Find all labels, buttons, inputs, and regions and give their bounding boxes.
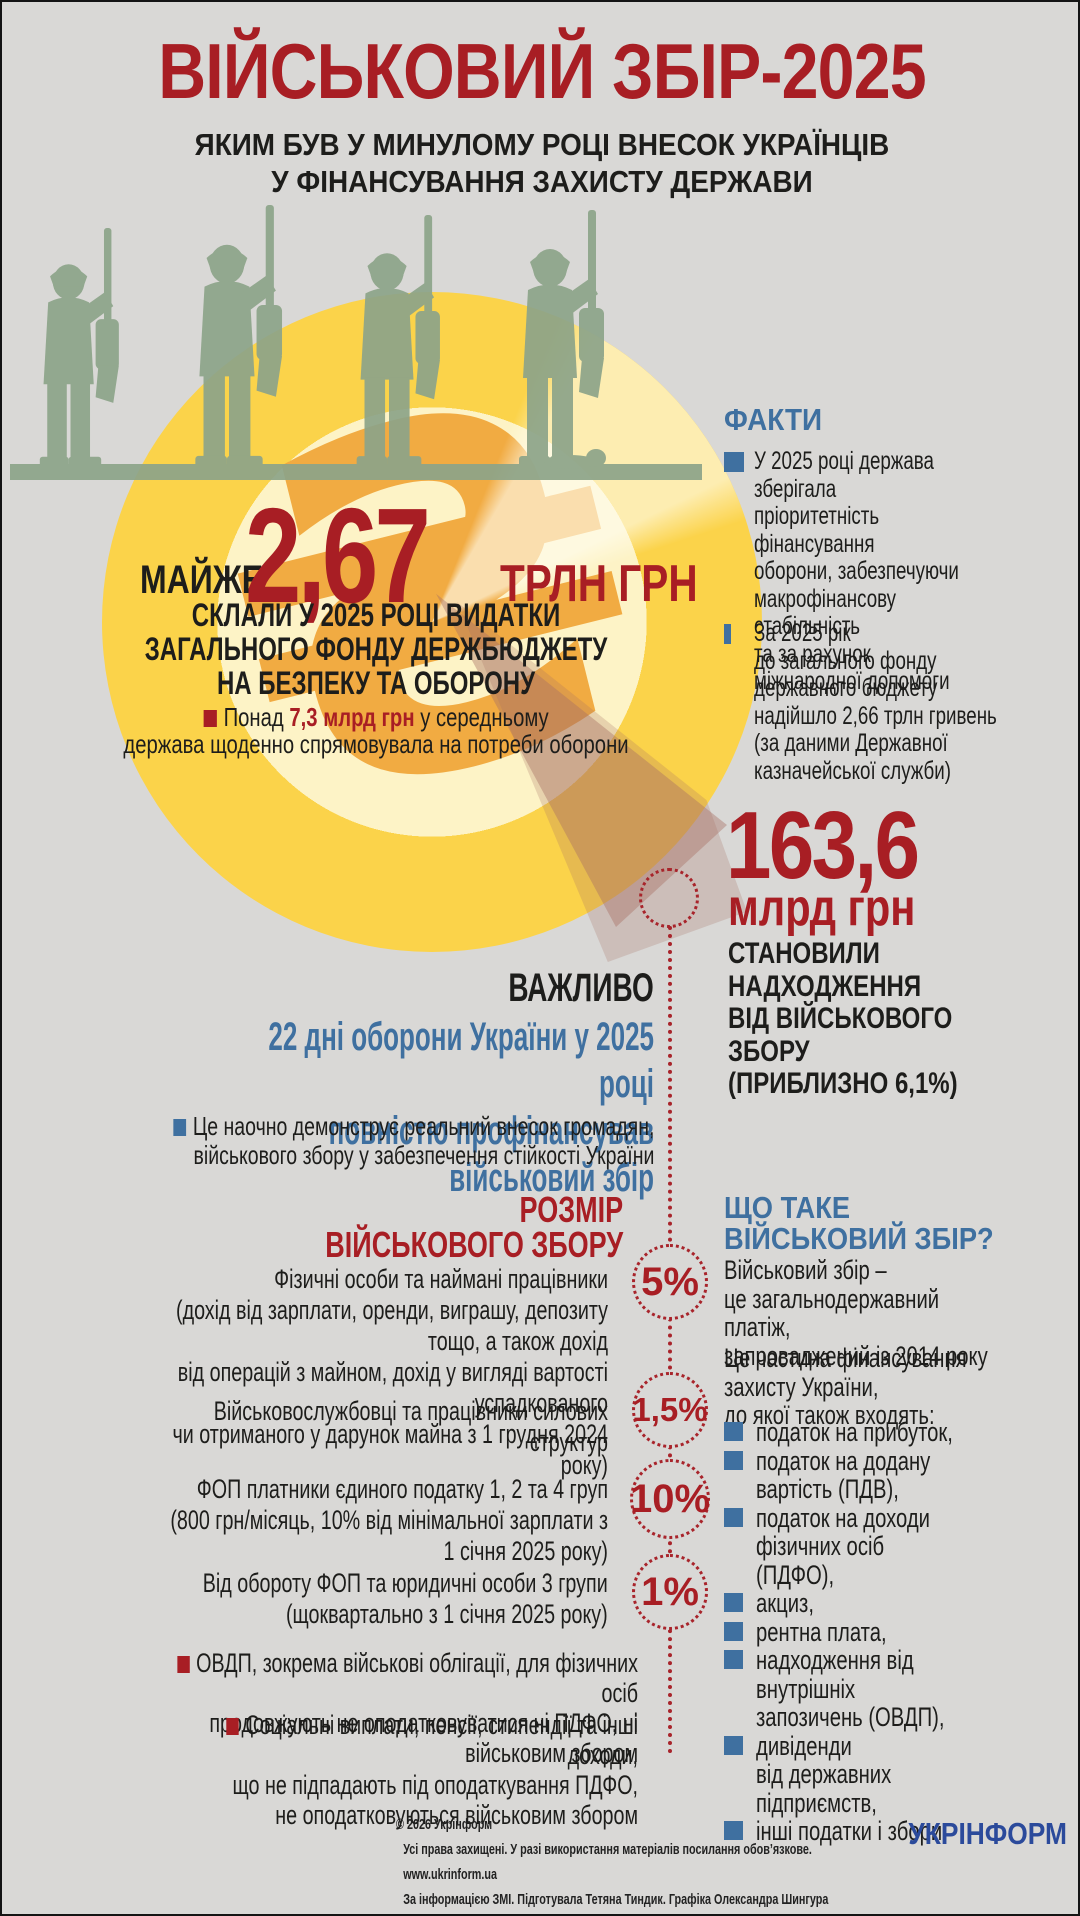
blue-square-bullet-icon (172, 1119, 186, 1136)
rate-circle: 1,5% (632, 1372, 708, 1448)
page-title: ВІЙСЬКОВИЙ ЗБІР-2025 (158, 27, 926, 115)
revenue-amount: 163,6 (726, 792, 920, 899)
important-label: ВАЖЛИВО (508, 966, 654, 1010)
exemption-note: ОВДП, зокрема військові облігації, для ф… (174, 1648, 638, 1768)
whatis-heading: ЩО ТАКЕ ВІЙСЬКОВИЙ ЗБІР? (724, 1190, 994, 1256)
hero-caption-line: ЗАГАЛЬНОГО ФОНДУ ДЕРЖБЮДЖЕТУ (144, 631, 608, 667)
footer: © 2026 Укрінформ Усі права захищені. У р… (396, 1812, 887, 1912)
tax-component: дивіденди від державних підприємств, (724, 1731, 1069, 1818)
blue-square-bullet-icon (724, 1593, 743, 1612)
red-square-bullet-icon (177, 1656, 190, 1673)
whatis-paragraph: Це частина фінансування захисту України,… (724, 1343, 967, 1430)
connector-line (668, 926, 672, 1754)
blue-square-bullet-icon (724, 1422, 743, 1441)
tax-component: податок на прибуток, (724, 1418, 1069, 1447)
daily-spend-value: 7,3 млрд грн (289, 702, 415, 732)
daily-spend-line2: держава щоденно спрямовувала на потреби … (123, 729, 629, 759)
fact-item: За 2025 рік до загального фонду державно… (724, 619, 1078, 785)
revenue-unit: млрд грн (728, 879, 916, 937)
tax-component: надходження від внутрішніх запозичень (О… (724, 1646, 1069, 1732)
connector-circle (639, 868, 699, 928)
subtitle-line: У ФІНАНСУВАННЯ ЗАХИСТУ ДЕРЖАВИ (271, 164, 813, 199)
rate-row: Військовослужбовці та працівники силових… (213, 1396, 608, 1457)
rate-circle: 1% (632, 1554, 708, 1630)
whatis-paragraph: Військовий збір – це загальнодержавний п… (724, 1255, 988, 1371)
footer-rights: Усі права захищені. У разі використання … (403, 1841, 812, 1883)
blue-square-bullet-icon (724, 452, 744, 472)
rate-row: Фізичні особи та наймані працівники (дох… (172, 1264, 608, 1480)
blue-square-bullet-icon (724, 1507, 743, 1527)
rates-heading: РОЗМІР ВІЙСЬКОВОГО ЗБОРУ (325, 1189, 623, 1265)
soldiers-graphic (10, 205, 702, 480)
daily-spend-note: Понад 7,3 млрд грн у середньому держава … (84, 704, 667, 758)
rate-circle: 5% (632, 1244, 708, 1320)
ukrinform-logo: УКРІНФОРМ (908, 1816, 1067, 1851)
blue-square-bullet-icon (724, 1450, 743, 1470)
blue-square-bullet-icon (724, 1821, 743, 1840)
blue-square-bullet-icon (724, 1621, 743, 1641)
tax-component: податок на додану вартість (ПДВ), (724, 1446, 1069, 1504)
rate-row: ФОП платники єдиного податку 1, 2 та 4 г… (170, 1474, 609, 1566)
important-highlight: 22 дні оборони України у 2025 році повні… (268, 1015, 654, 1200)
page-subtitle: ЯКИМ БУВ У МИНУЛОМУ РОЦІ ВНЕСОК УКРАЇНЦІ… (56, 126, 1028, 200)
platform-band (10, 464, 702, 480)
hero-caption: СКЛАЛИ У 2025 РОЦІ ВИДАТКИ ЗАГАЛЬНОГО ФО… (96, 598, 657, 700)
rate-circle: 10% (630, 1459, 710, 1539)
footer-copyright: © 2026 Укрінформ (396, 1816, 493, 1833)
tax-component: податок на доходи фізичних осіб (ПДФО), (724, 1503, 1069, 1590)
blue-square-bullet-icon (724, 1650, 743, 1669)
footer-credits: За інформацією ЗМІ. Підготувала Тетяна Т… (403, 1891, 829, 1908)
blue-bar-bullet-icon (724, 624, 731, 644)
important-note: Це наочно демонструє реальний внесок гро… (172, 1112, 654, 1170)
hero-unit: ТРЛН ГРН (500, 555, 698, 613)
red-square-bullet-icon (203, 710, 217, 727)
subtitle-line: ЯКИМ БУВ У МИНУЛОМУ РОЦІ ВНЕСОК УКРАЇНЦІ… (194, 127, 890, 162)
hero-caption-line: СКЛАЛИ У 2025 РОЦІ ВИДАТКИ (191, 597, 561, 633)
tax-component: акциз, (724, 1589, 1069, 1618)
hero-caption-line: НА БЕЗПЕКУ ТА ОБОРОНУ (216, 665, 536, 701)
rate-row: Від обороту ФОП та юридичні особи 3 груп… (203, 1568, 608, 1629)
exemption-note: Соціальні виплати, пенсії, стипендії та … (174, 1710, 638, 1830)
tax-components-list: податок на прибуток, податок на додану в… (724, 1418, 1069, 1846)
tax-component: інші податки і збори (724, 1817, 1069, 1846)
red-square-bullet-icon (226, 1718, 239, 1735)
hero-amount: 2,67 (245, 480, 431, 631)
facts-heading: ФАКТИ (724, 402, 823, 437)
fact-item: У 2025 році держава зберігала пріоритетн… (724, 447, 1078, 696)
tax-component: рентна плата, (724, 1617, 1069, 1647)
revenue-caption: СТАНОВИЛИ НАДХОДЖЕННЯ ВІД ВІЙСЬКОВОГО ЗБ… (728, 937, 958, 1100)
blue-square-bullet-icon (724, 1735, 743, 1755)
hero-qualifier: МАЙЖЕ (140, 558, 264, 602)
